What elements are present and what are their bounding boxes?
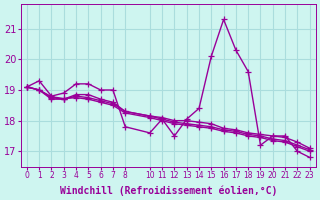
X-axis label: Windchill (Refroidissement éolien,°C): Windchill (Refroidissement éolien,°C) (60, 185, 277, 196)
